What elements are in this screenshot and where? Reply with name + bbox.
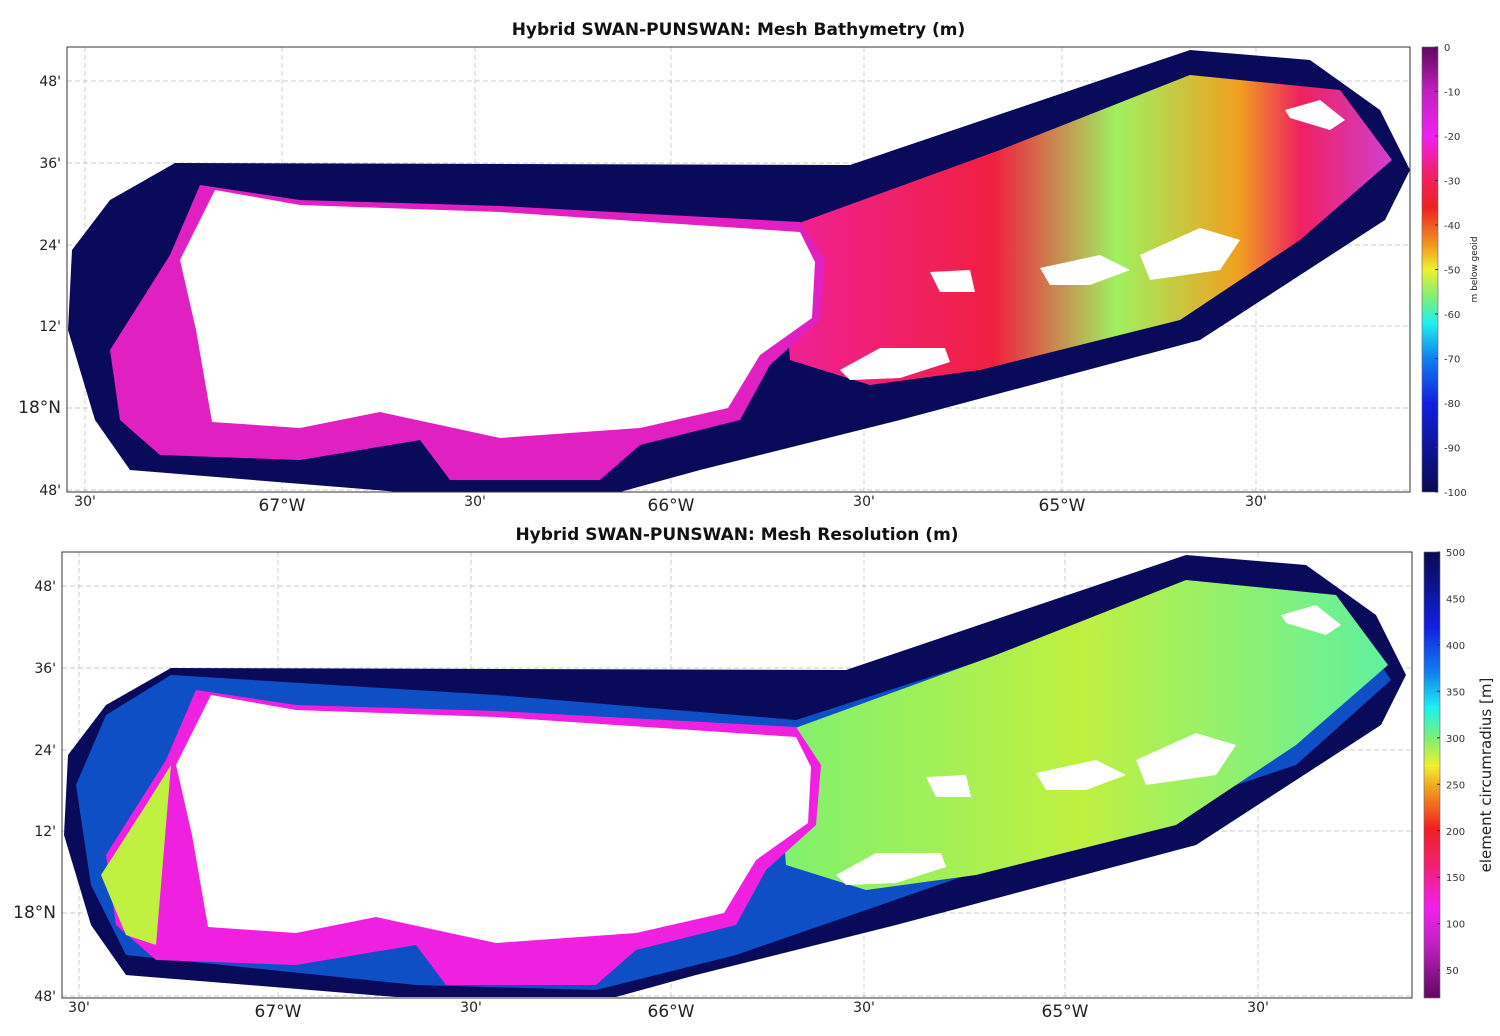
longitude-tick-label: 65°W [1042, 1002, 1089, 1022]
eastern-shelf-region [776, 580, 1388, 890]
longitude-tick-label: 66°W [648, 496, 695, 516]
island-puerto-rico [180, 190, 815, 438]
latitude-tick-label: 48' [39, 74, 61, 90]
colorbar-tick-label: -20 [1444, 132, 1460, 143]
small-island [930, 270, 975, 292]
colorbar-tick-label: -70 [1444, 355, 1460, 366]
mesh-field [64, 555, 1406, 997]
small-island [1136, 733, 1236, 785]
longitude-tick-label: 30' [74, 494, 96, 510]
colorbar-tick-label: -60 [1444, 310, 1460, 321]
mesh-field [68, 50, 1410, 492]
small-island [1281, 605, 1341, 635]
chart-title: Hybrid SWAN-PUNSWAN: Mesh Bathymetry (m) [512, 20, 966, 40]
colorbar-tick-label: -100 [1444, 488, 1467, 499]
colorbar-tick-label: -90 [1444, 444, 1460, 455]
latitude-tick-label: 48' [39, 483, 61, 499]
colorbar-tick-label: -30 [1444, 177, 1460, 188]
latitude-tick-label: 18°N [18, 398, 61, 418]
longitude-tick-label: 30' [460, 1000, 482, 1016]
small-island [1040, 255, 1130, 285]
colorbar-label: element circumradius [m] [1477, 678, 1495, 873]
longitude-tick-label: 65°W [1039, 496, 1086, 516]
longitude-tick-label: 67°W [259, 496, 306, 516]
latitude-tick-label: 48' [34, 989, 56, 1005]
axes-border [61, 551, 1413, 999]
latitude-tick-label: 36' [39, 156, 61, 172]
map-panel: Hybrid SWAN-PUNSWAN: Mesh Resolution (m)… [13, 525, 1495, 1022]
latitude-tick-label: 48' [34, 579, 56, 595]
eastern-shelf-region [780, 75, 1392, 385]
longitude-tick-label: 30' [853, 494, 875, 510]
latitude-tick-label: 24' [34, 743, 56, 759]
latitude-tick-label: 24' [39, 238, 61, 254]
colorbar-tick-label: 350 [1446, 687, 1465, 698]
colorbar [1423, 551, 1441, 999]
latitude-tick-label: 12' [39, 319, 61, 335]
colorbar-tick-label: 400 [1446, 641, 1465, 652]
longitude-tick-label: 67°W [255, 1002, 302, 1022]
chart-title: Hybrid SWAN-PUNSWAN: Mesh Resolution (m) [515, 525, 958, 545]
longitude-tick-label: 30' [68, 1000, 90, 1016]
colorbar-tick-label: -80 [1444, 399, 1460, 410]
colorbar-tick-label: 50 [1446, 966, 1459, 977]
longitude-tick-label: 30' [1245, 494, 1267, 510]
colorbar-tick-label: 200 [1446, 827, 1465, 838]
western-shelf-region [101, 765, 171, 945]
axes-border [66, 46, 1411, 493]
latitude-tick-label: 12' [34, 824, 56, 840]
colorbar-label: m below geoid [1470, 236, 1480, 302]
longitude-tick-label: 66°W [648, 1002, 695, 1022]
longitude-tick-label: 30' [853, 1000, 875, 1016]
colorbar-tick-label: 300 [1446, 734, 1465, 745]
colorbar-tick-label: 250 [1446, 780, 1465, 791]
small-island [1140, 228, 1240, 280]
small-island [836, 853, 946, 885]
small-island [926, 775, 971, 797]
small-island [1285, 100, 1345, 130]
colorbar-tick-label: -50 [1444, 266, 1460, 277]
colorbar-tick-label: 450 [1446, 594, 1465, 605]
longitude-tick-label: 30' [1247, 1000, 1269, 1016]
colorbar-tick-label: 0 [1444, 43, 1450, 54]
small-island [1036, 760, 1126, 790]
map-panel: Hybrid SWAN-PUNSWAN: Mesh Bathymetry (m)… [18, 20, 1480, 516]
colorbar-tick-label: 500 [1446, 548, 1465, 559]
small-island [840, 348, 950, 380]
colorbar-tick-label: -40 [1444, 221, 1460, 232]
colorbar-tick-label: -10 [1444, 88, 1460, 99]
latitude-tick-label: 36' [34, 661, 56, 677]
latitude-tick-label: 18°N [13, 903, 56, 923]
colorbar-tick-label: 150 [1446, 873, 1465, 884]
longitude-tick-label: 30' [464, 494, 486, 510]
colorbar-tick-label: 100 [1446, 920, 1465, 931]
island-puerto-rico [176, 695, 811, 943]
